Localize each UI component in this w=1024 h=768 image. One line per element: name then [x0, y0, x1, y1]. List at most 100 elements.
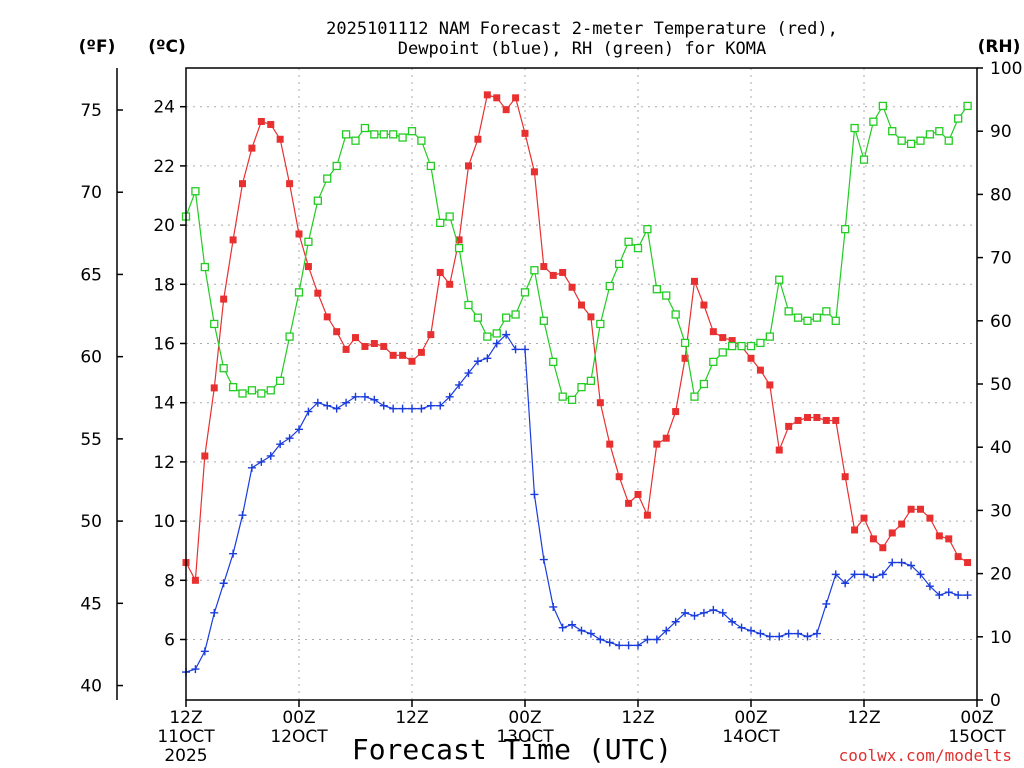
rh-point [906, 139, 916, 148]
temperature-point [502, 106, 510, 114]
temperature-point [201, 452, 209, 460]
rh-point [247, 386, 257, 395]
temperature-point [276, 135, 284, 143]
dewpoint-point [417, 404, 426, 413]
temperature-point [483, 91, 491, 99]
temperature-point [389, 351, 397, 359]
dewpoint-point [944, 588, 953, 597]
rh-tick-label: 90 [990, 122, 1012, 142]
temperature-point [615, 473, 623, 481]
rh-point [210, 319, 219, 329]
rh-point [577, 383, 586, 392]
rh-tick-label: 30 [990, 501, 1012, 521]
rh-point [370, 130, 379, 139]
rh-point [784, 307, 793, 316]
rh-point [276, 376, 285, 385]
rh-point [473, 313, 483, 322]
credit-text: coolwx.com/modelts [839, 746, 1012, 765]
dewpoint-point [191, 665, 200, 674]
rh-tick-label: 80 [990, 185, 1012, 205]
temperature-point [719, 334, 727, 342]
celsius-tick-label: 14 [153, 394, 175, 414]
dewpoint-point [888, 558, 897, 567]
temperature-point [606, 440, 614, 448]
dewpoint-point [577, 626, 586, 635]
rh-point [398, 133, 407, 142]
celsius-tick-label: 20 [153, 216, 175, 236]
time-tick-label: 12Z [621, 708, 654, 728]
time-tick-date-label: 13OCT [496, 727, 554, 747]
dewpoint-point [360, 392, 369, 401]
temperature-point [851, 526, 859, 534]
temperature-point [427, 331, 435, 339]
dewpoint-point [596, 635, 605, 644]
rh-point [963, 101, 972, 111]
dewpoint-point [652, 635, 661, 644]
dewpoint-point [624, 641, 633, 650]
rh-point [530, 266, 539, 275]
rh-point [709, 357, 718, 367]
temperature-point [220, 295, 228, 303]
chart-title-line1: 2025101112 NAM Forecast 2-meter Temperat… [326, 19, 838, 39]
rh-point [643, 225, 652, 234]
fahrenheit-tick-label: 60 [80, 348, 102, 368]
rh-point [464, 300, 473, 310]
fahrenheit-tick-label: 40 [80, 677, 102, 697]
time-tick-label: 12Z [169, 708, 202, 728]
rh-point [445, 212, 454, 221]
dewpoint-point [586, 629, 595, 638]
dewpoint-point [511, 345, 520, 354]
rh-point [878, 101, 887, 111]
dewpoint-point [765, 632, 774, 641]
dewpoint-point [794, 629, 803, 638]
dewpoint-point [558, 623, 567, 632]
temperature-point [408, 357, 416, 365]
dewpoint-point [747, 626, 755, 635]
rh-point [285, 332, 294, 341]
dewpoint-point [916, 570, 925, 579]
temperature-point [352, 334, 359, 342]
temperature-point [436, 268, 444, 276]
rh-point [680, 338, 690, 348]
rh-point [671, 310, 680, 319]
temperature-point [832, 416, 840, 424]
rh-point [690, 392, 699, 401]
rh-axis: 0 10 20 30 40 50 60 70 80 90 100 [977, 59, 1022, 711]
temperature-point [964, 559, 972, 567]
time-tick-label: 00Z [282, 708, 315, 728]
rh-point [793, 313, 803, 322]
dewpoint-point [229, 549, 238, 558]
rh-point [954, 114, 963, 123]
fahrenheit-unit-label: (ºF) [79, 37, 116, 57]
rh-point [191, 187, 200, 196]
dewpoint-point [860, 570, 868, 579]
temperature-point [549, 271, 557, 279]
rh-point [822, 307, 831, 316]
rh-point [417, 136, 426, 145]
temperature-point [822, 416, 830, 424]
rh-point [662, 291, 671, 300]
dewpoint-point [549, 602, 558, 611]
dewpoint-point [332, 404, 341, 413]
dewpoint-point [323, 401, 332, 410]
temperature-point [267, 120, 275, 128]
dewpoint-point [266, 451, 275, 460]
temperature-point [559, 268, 567, 276]
temperature-point [691, 277, 698, 285]
temperature-point [587, 313, 595, 321]
dewpoint-point [822, 599, 831, 608]
dewpoint-point [247, 463, 256, 472]
temperature-point [465, 162, 472, 170]
rh-point [454, 243, 464, 253]
time-tick-year-label: 2025 [164, 746, 207, 766]
dewpoint-point [210, 608, 219, 617]
dewpoint-point [831, 570, 840, 579]
dewpoint-point [389, 404, 398, 413]
time-tick-label: 00Z [960, 708, 993, 728]
temperature-series [182, 91, 972, 584]
temperature-point [766, 381, 774, 389]
time-tick-date-label: 15OCT [948, 727, 1006, 747]
rh-point [728, 341, 737, 351]
dewpoint-point [671, 617, 680, 626]
